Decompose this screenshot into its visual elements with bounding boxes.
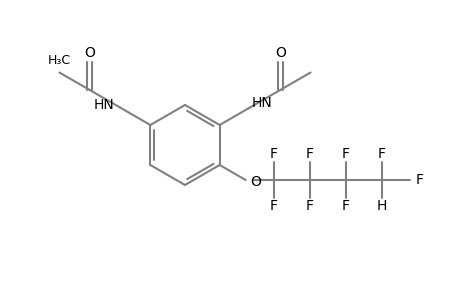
Text: F: F (415, 173, 423, 187)
Text: F: F (377, 147, 385, 161)
Text: O: O (274, 46, 285, 60)
Text: F: F (305, 147, 313, 161)
Text: O: O (84, 46, 95, 60)
Text: F: F (269, 199, 277, 213)
Text: H: H (375, 199, 386, 213)
Text: O: O (250, 175, 261, 189)
Text: HN: HN (93, 98, 114, 112)
Text: F: F (341, 199, 349, 213)
Text: F: F (305, 199, 313, 213)
Text: F: F (269, 147, 277, 161)
Text: F: F (341, 147, 349, 161)
Text: HN: HN (252, 95, 272, 110)
Text: H₃C: H₃C (48, 53, 71, 67)
